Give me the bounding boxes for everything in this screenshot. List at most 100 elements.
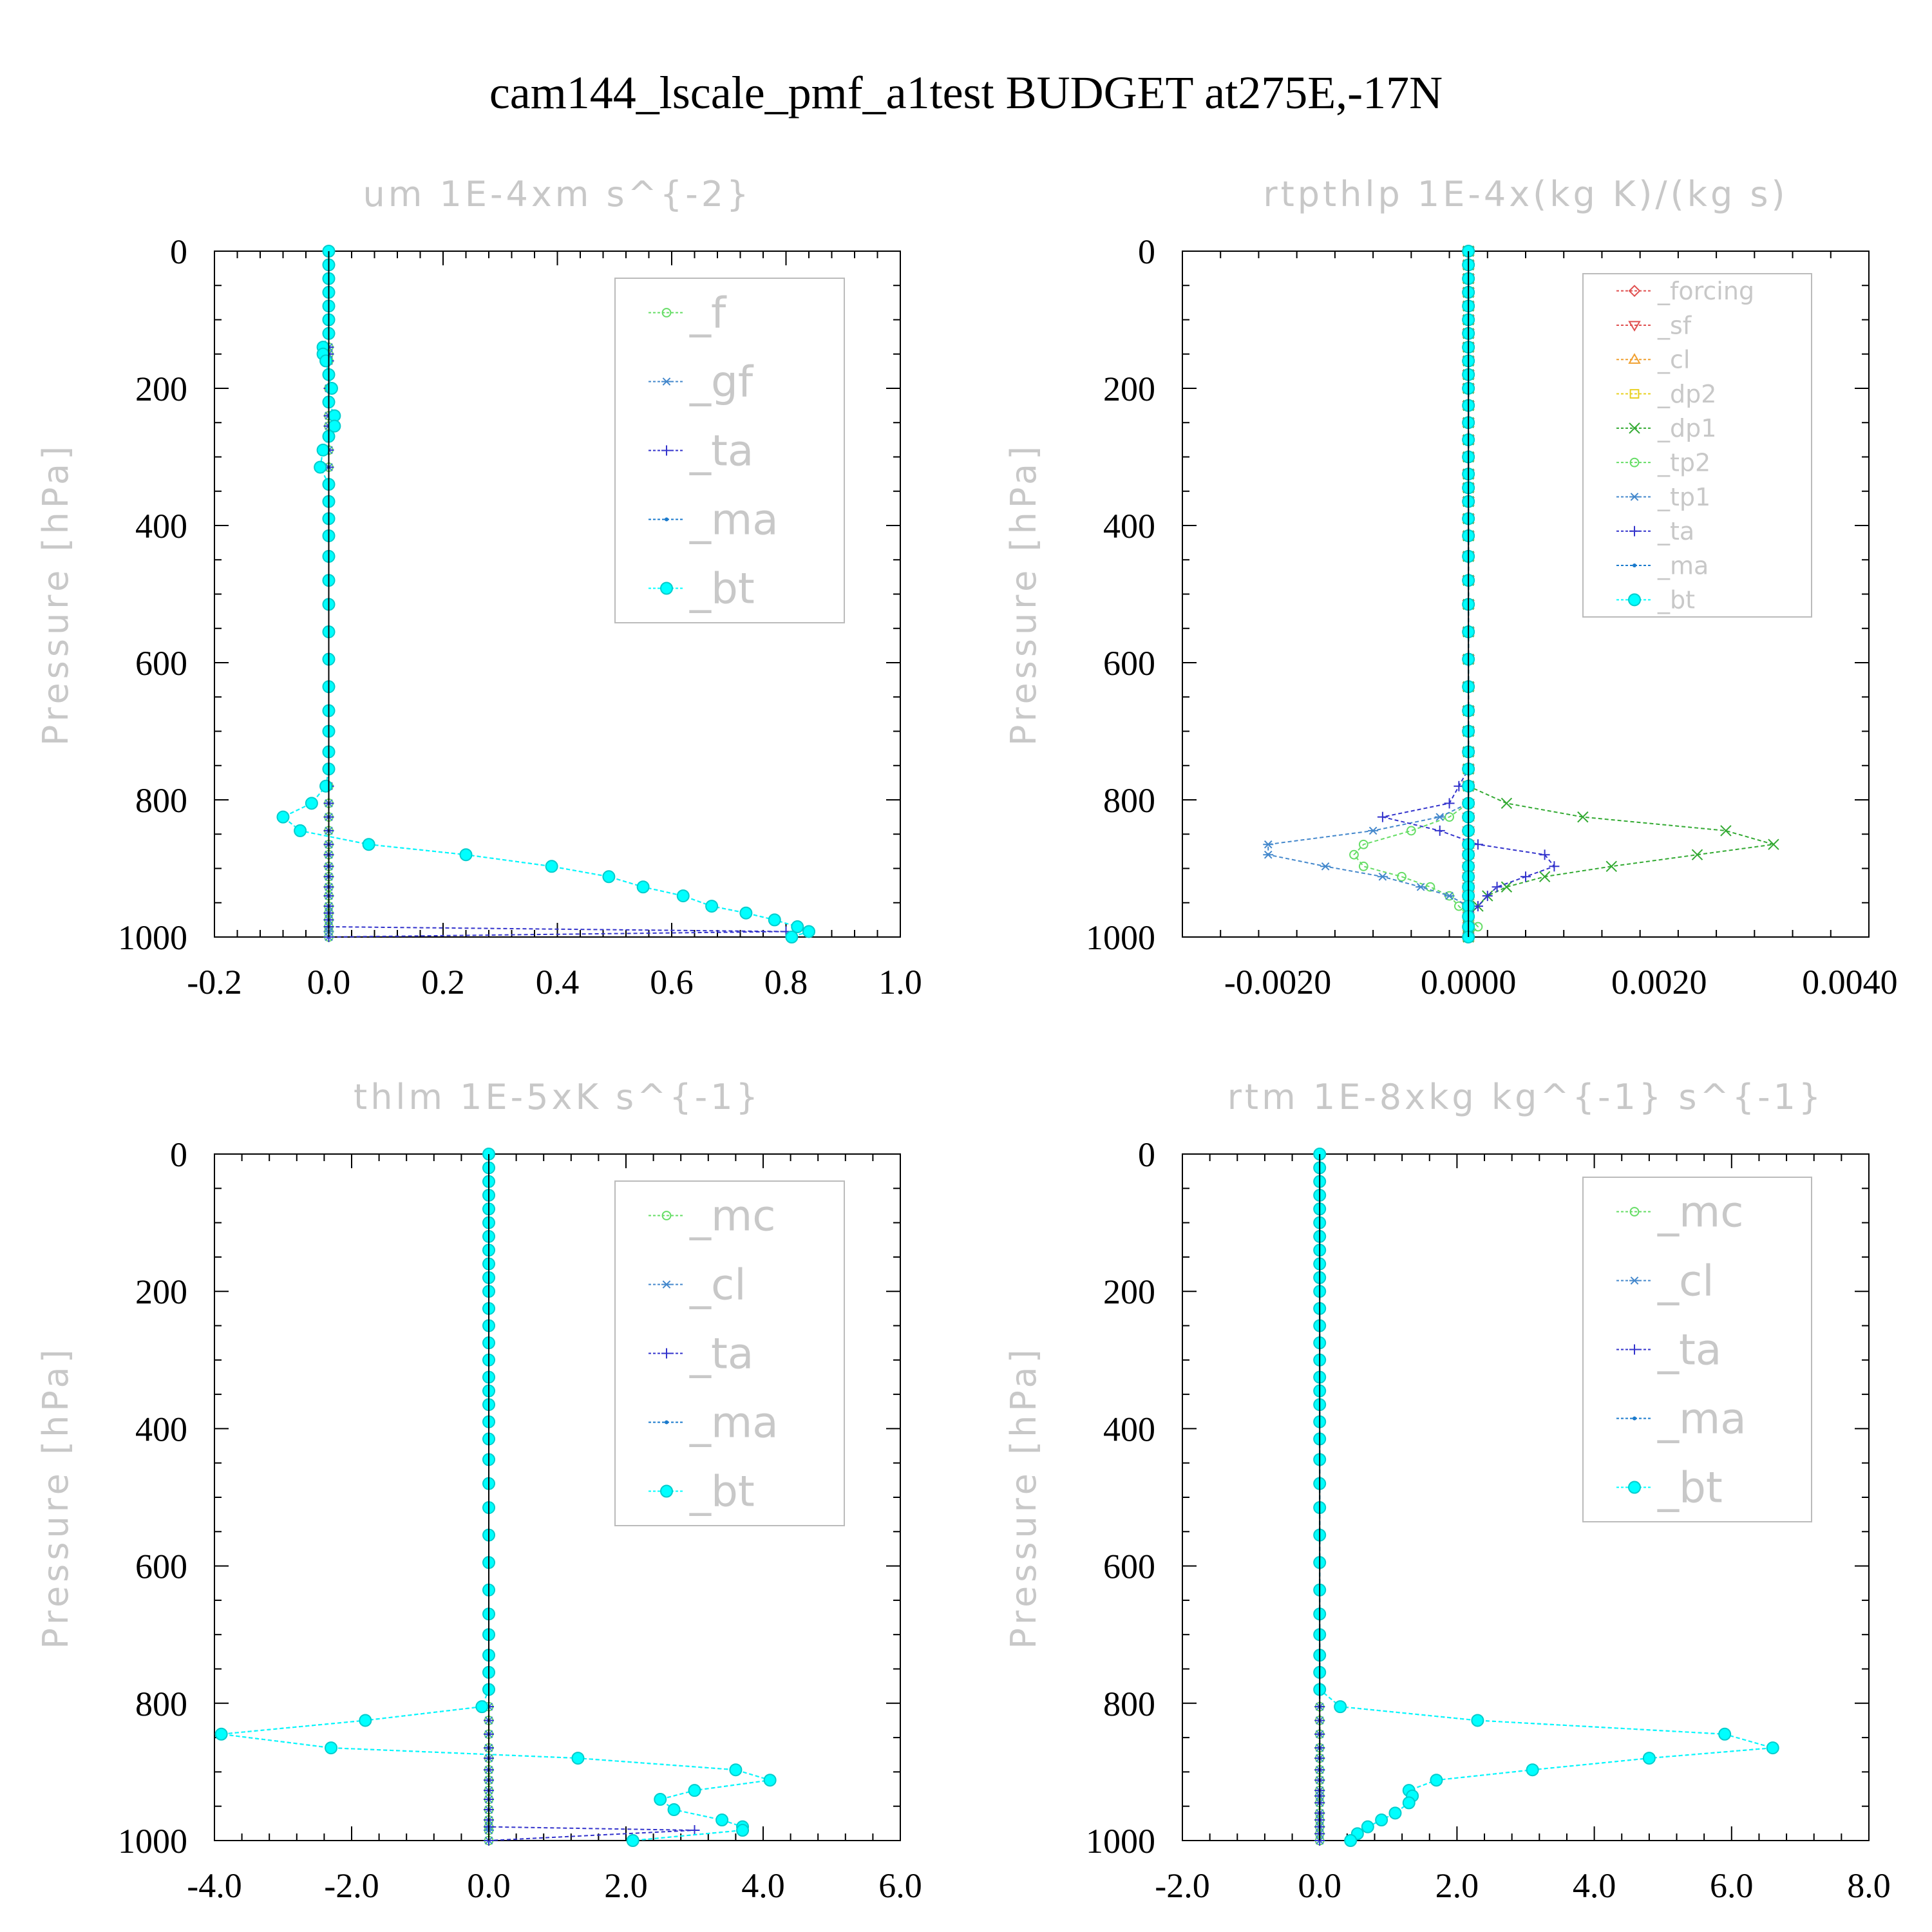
y-tick-label: 600 [135,644,187,683]
series-tp1 [1263,247,1474,942]
data-point [1549,861,1560,872]
data-point [1766,1741,1779,1755]
y-axis-label: Pressure [hPa] [1003,1345,1044,1649]
x-tick-label: 4.0 [1573,1866,1616,1905]
data-point [739,906,753,920]
tick-marks [1182,251,1870,938]
data-point [1520,871,1531,882]
data-point [1416,882,1426,891]
legend-label: _ta [689,426,753,476]
legend-marker [1629,526,1640,536]
data-point [328,419,341,433]
legend-item-ta: _ta [1616,517,1694,545]
legend-marker [661,377,672,386]
data-point [362,838,375,851]
legend-label: _bt [689,1467,755,1517]
legend-label: _tp2 [1657,448,1710,477]
data-point [689,1825,700,1836]
y-tick-label: 600 [135,1548,187,1586]
legend-item-ta: _ta [649,1329,753,1379]
legend-marker [1629,457,1640,468]
legend-marker [1628,321,1641,332]
legend-label: _tp1 [1657,483,1710,511]
y-tick-label: 0 [1138,232,1155,271]
data-point [359,1714,372,1727]
data-point [319,354,333,368]
legend-marker [1628,1481,1641,1494]
legend-item-f: _f [649,289,727,338]
data-point [545,860,558,873]
y-tick-label: 200 [1103,370,1155,408]
y-axis-label: Pressure [hPa] [35,442,76,746]
data-point [636,880,650,894]
y-axis-label: Pressure [hPa] [35,1345,76,1649]
data-point [1539,849,1550,860]
data-point [1482,891,1493,902]
x-tick-label: 0.0020 [1611,963,1707,1001]
legend-marker [1629,422,1640,434]
x-tick-label: 0.0 [467,1866,511,1905]
data-point [1320,862,1331,871]
data-point [1434,825,1445,836]
series-tp2 [1349,246,1483,942]
series-line [1267,251,1470,937]
data-point [1718,1727,1732,1741]
legend-label: _gf [689,357,754,407]
data-point [1691,849,1703,860]
legend-item-dp1: _dp1 [1616,414,1716,442]
legend-item-ta: _ta [649,426,753,476]
y-tick-label: 800 [1103,1685,1155,1723]
x-tick-label: 4.0 [741,1866,785,1905]
data-point [1605,860,1617,873]
y-tick-label: 0 [1138,1135,1155,1174]
legend-label: _ta [1657,1325,1721,1375]
legend-label: _ta [689,1329,753,1379]
x-tick-label: 0.0 [1298,1866,1341,1905]
tick-marks [214,251,901,938]
x-tick-label: 1.0 [878,963,922,1001]
data-point [1377,872,1388,881]
data-point [1430,1774,1443,1787]
data-point [325,1741,338,1755]
legend-label: _ma [689,1398,779,1448]
x-tick-label: -0.0020 [1224,963,1331,1001]
data-point [715,1814,729,1827]
data-point [276,810,290,824]
legend-item-mc: _mc [1616,1188,1744,1237]
x-tick-label: 0.0 [307,963,351,1001]
y-tick-label: 200 [135,370,187,408]
legend-marker [1629,493,1640,501]
y-axis-label: Pressure [hPa] [1003,442,1044,746]
x-tick-label: 0.6 [650,963,694,1001]
x-tick-label: 0.2 [421,963,465,1001]
y-tick-label: 800 [135,781,187,820]
legend-marker [1628,285,1641,298]
data-point [654,1793,667,1806]
data-point [802,925,815,938]
legend-marker [661,1348,672,1359]
x-tick-label: -2.0 [1155,1866,1209,1905]
y-tick-label: 200 [1103,1273,1155,1311]
legend-marker [665,517,668,522]
y-tick-label: 800 [1103,781,1155,820]
data-point [1471,1714,1484,1727]
data-point [1577,811,1589,823]
data-point [325,382,338,395]
y-tick-label: 600 [1103,644,1155,683]
x-tick-label: 0.0040 [1802,963,1898,1001]
legend-label: _dp2 [1657,380,1716,408]
data-point [1375,1814,1388,1827]
legend-label: _f [689,289,727,338]
data-point [1768,838,1779,850]
legend-label: _cl [689,1260,746,1310]
x-tick-label: 0.4 [536,963,580,1001]
panel-title: rtpthlp 1E-4x(kg K)/(kg s) [1263,174,1788,214]
data-point [1388,1806,1402,1820]
legend-item-tp1: _tp1 [1616,483,1710,511]
x-tick-label: 0.8 [764,963,808,1001]
data-point [785,931,799,943]
x-tick-label: -4.0 [187,1866,242,1905]
data-point [571,1752,585,1765]
data-point [729,1763,743,1777]
legend-item-tp2: _tp2 [1616,448,1710,477]
